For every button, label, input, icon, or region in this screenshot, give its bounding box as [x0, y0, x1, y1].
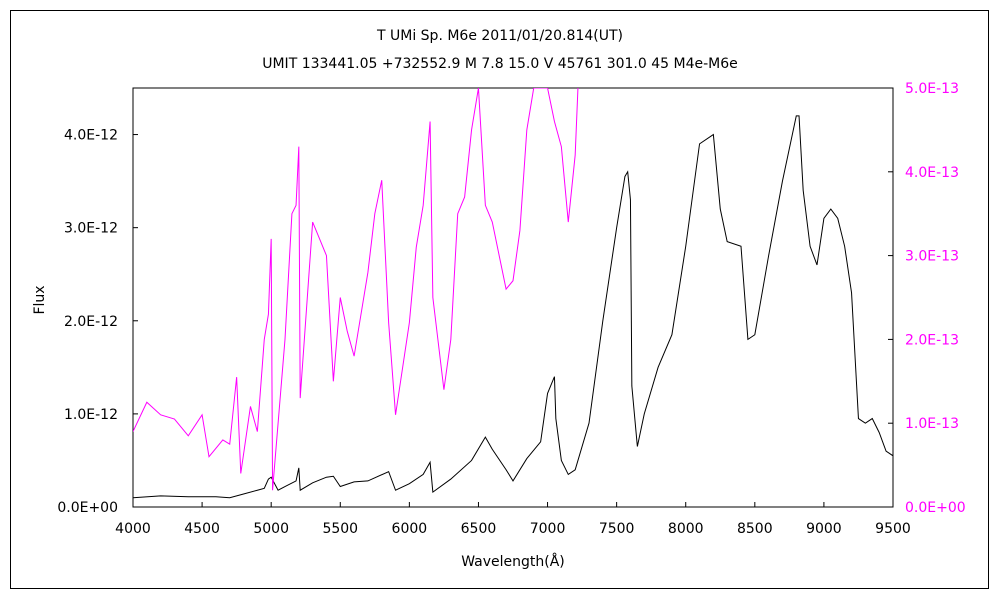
- y-left-tick-label: 3.0E-12: [64, 221, 118, 237]
- x-tick-label: 8000: [668, 521, 704, 537]
- series-line-right-axis: [133, 88, 579, 491]
- y-axis-left: 0.0E+00 1.0E-12 2.0E-12 3.0E-12 4.0E-12: [57, 128, 138, 516]
- y-left-tick-label: 2.0E-12: [64, 314, 118, 330]
- y-left-tick-label: 1.0E-12: [64, 407, 118, 423]
- y-left-tick-label: 4.0E-12: [64, 128, 118, 144]
- chart-frame: [10, 10, 989, 589]
- x-tick-label: 4000: [115, 521, 151, 537]
- x-tick-label: 7500: [599, 521, 635, 537]
- x-tick-label: 8500: [737, 521, 773, 537]
- x-tick-label: 5500: [322, 521, 358, 537]
- y-right-tick-label: 3.0E-13: [905, 249, 959, 265]
- y-right-tick-label: 0.0E+00: [905, 500, 966, 516]
- y-axis-right: 0.0E+00 1.0E-13 2.0E-13 3.0E-13 4.0E-13 5.0E-…: [888, 81, 966, 516]
- y-left-tick-label: 0.0E+00: [57, 500, 118, 516]
- series-line-left-axis: [133, 115, 893, 499]
- y-right-tick-label: 1.0E-13: [905, 416, 959, 432]
- x-tick-label: 5000: [253, 521, 289, 537]
- series-layer: [133, 88, 893, 499]
- x-axis-label: Wavelength(Å): [461, 553, 565, 570]
- chart-title: T UMi Sp. M6e 2011/01/20.814(UT): [376, 28, 623, 44]
- y-right-tick-label: 2.0E-13: [905, 332, 959, 348]
- x-axis: 4000 4500 5000 5500 6000 6500 7000 7500 8000 8500…: [115, 502, 911, 537]
- x-tick-label: 6000: [392, 521, 428, 537]
- x-tick-label: 6500: [461, 521, 497, 537]
- x-tick-label: 4500: [184, 521, 220, 537]
- plot-area: [132, 87, 894, 508]
- y-axis-label: Flux: [32, 285, 48, 314]
- y-right-tick-label: 4.0E-13: [905, 165, 959, 181]
- x-tick-label: 9500: [875, 521, 911, 537]
- x-tick-label: 7000: [530, 521, 566, 537]
- chart-subtitle: UMIT 133441.05 +732552.9 M 7.8 15.0 V 45…: [262, 56, 738, 72]
- x-tick-label: 9000: [806, 521, 842, 537]
- y-right-tick-label: 5.0E-13: [905, 81, 959, 97]
